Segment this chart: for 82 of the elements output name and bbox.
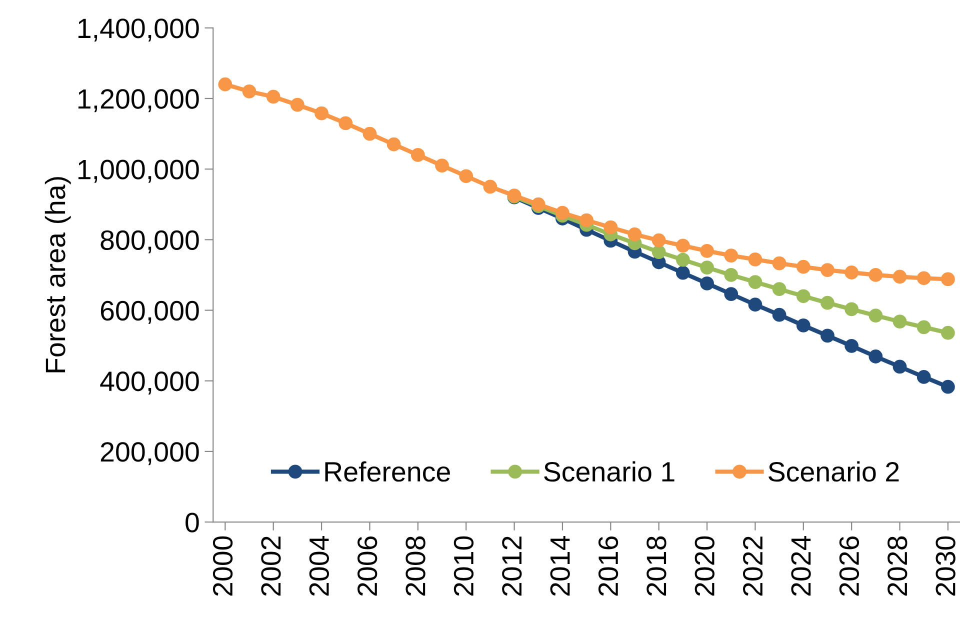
point bbox=[556, 206, 570, 220]
point bbox=[748, 298, 762, 312]
point bbox=[410, 148, 425, 162]
point bbox=[748, 275, 762, 289]
legend-label: Reference bbox=[325, 461, 450, 482]
point bbox=[868, 350, 883, 364]
point bbox=[290, 98, 304, 112]
point bbox=[892, 314, 907, 329]
point bbox=[820, 328, 834, 343]
point bbox=[676, 238, 690, 253]
point bbox=[483, 180, 498, 194]
point bbox=[868, 308, 883, 323]
x-tick-label: 2014 bbox=[550, 536, 570, 596]
point bbox=[941, 326, 955, 340]
y-tick-label: 600,000 bbox=[100, 300, 199, 324]
x-tick-label: 2002 bbox=[261, 536, 281, 596]
point bbox=[338, 116, 353, 130]
x-tick-label: 2008 bbox=[406, 536, 426, 596]
point bbox=[892, 360, 907, 374]
y-tick-label: 800,000 bbox=[100, 230, 199, 254]
point bbox=[748, 252, 762, 266]
point bbox=[242, 84, 256, 98]
x-tick-label: 2024 bbox=[791, 536, 811, 596]
point bbox=[652, 233, 666, 248]
x-tick-label: 2030 bbox=[936, 536, 956, 596]
point bbox=[941, 380, 955, 394]
point bbox=[868, 268, 883, 282]
point bbox=[386, 137, 401, 152]
x-tick-label: 2006 bbox=[358, 536, 378, 596]
point bbox=[796, 289, 810, 304]
point bbox=[772, 308, 786, 322]
point bbox=[820, 263, 834, 277]
point bbox=[916, 370, 931, 384]
point bbox=[820, 296, 834, 310]
y-tick-label: 0 bbox=[186, 512, 199, 532]
y-tick-label: 200,000 bbox=[100, 442, 199, 466]
point bbox=[772, 282, 786, 296]
x-tick-label: 2026 bbox=[839, 536, 860, 596]
point bbox=[796, 260, 810, 274]
x-tick-label: 2020 bbox=[694, 536, 714, 596]
point bbox=[844, 266, 859, 280]
point bbox=[724, 287, 738, 301]
x-tick-label: 2010 bbox=[454, 536, 474, 596]
point bbox=[314, 106, 328, 120]
point bbox=[700, 276, 714, 290]
point bbox=[916, 271, 931, 286]
y-tick-label: 1,200,000 bbox=[78, 89, 199, 112]
point bbox=[941, 272, 955, 286]
legend-label: Scenario 2 bbox=[768, 461, 899, 482]
point bbox=[676, 252, 690, 267]
point bbox=[266, 90, 280, 104]
point bbox=[844, 302, 859, 316]
x-tick-label: 2004 bbox=[309, 536, 329, 596]
point bbox=[772, 256, 786, 270]
point bbox=[796, 318, 810, 332]
point bbox=[459, 169, 474, 184]
y-axis-title: Forest area (ha) bbox=[44, 177, 71, 372]
point bbox=[604, 220, 618, 234]
point bbox=[724, 268, 738, 282]
point bbox=[916, 320, 931, 334]
point bbox=[700, 260, 714, 275]
y-tick-label: 1,400,000 bbox=[78, 18, 199, 42]
x-tick-label: 2012 bbox=[502, 536, 522, 596]
point bbox=[724, 248, 738, 262]
point bbox=[628, 227, 642, 242]
y-tick-label: 400,000 bbox=[100, 372, 199, 394]
x-tick-label: 2028 bbox=[888, 536, 908, 596]
x-tick-label: 2000 bbox=[212, 536, 233, 596]
point bbox=[844, 338, 859, 353]
y-tick-label: 1,000,000 bbox=[78, 160, 199, 183]
x-tick-label: 2022 bbox=[742, 536, 763, 596]
point bbox=[435, 158, 449, 172]
x-tick-label: 2016 bbox=[598, 536, 618, 596]
point bbox=[676, 266, 690, 280]
point bbox=[218, 77, 232, 92]
point bbox=[580, 213, 594, 228]
point bbox=[362, 126, 377, 141]
point bbox=[892, 270, 907, 284]
point bbox=[700, 244, 714, 258]
legend-label: Scenario 1 bbox=[544, 461, 674, 482]
x-tick-label: 2018 bbox=[646, 536, 666, 596]
point bbox=[652, 245, 666, 259]
